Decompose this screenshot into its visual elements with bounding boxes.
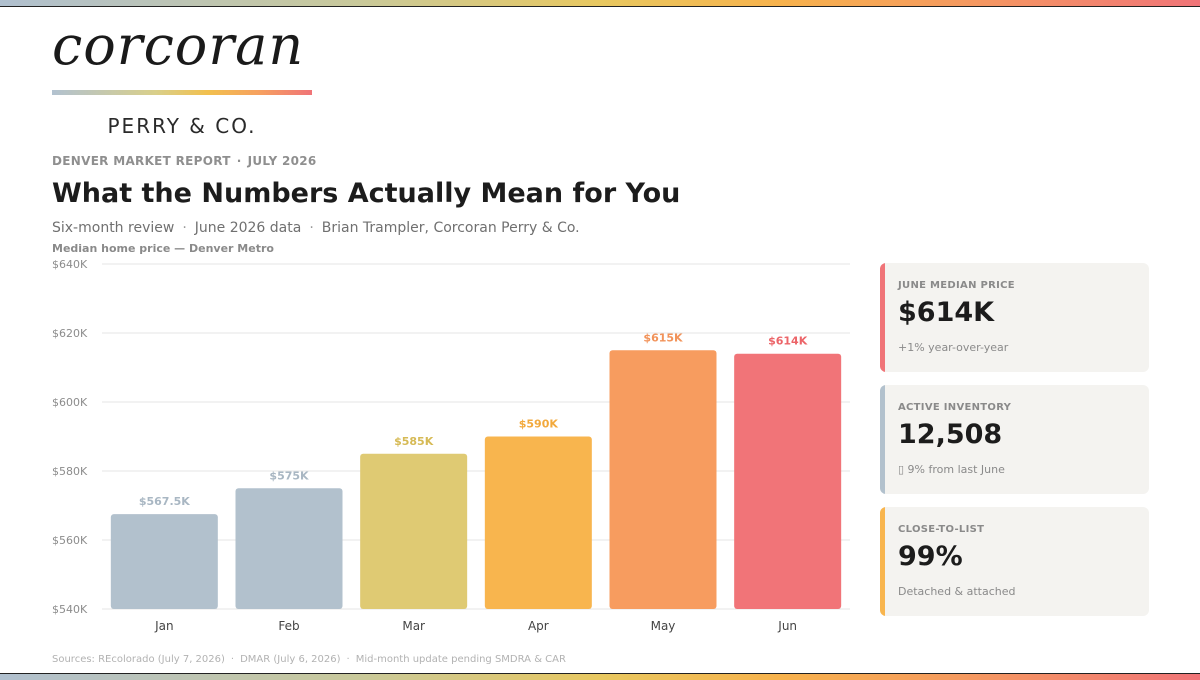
bar-apr <box>484 436 592 609</box>
subline-data: June 2026 data <box>194 220 302 236</box>
card-value: 12,508 <box>898 419 1003 450</box>
y-tick-label: $560K <box>52 534 88 547</box>
card-label: ACTIVE INVENTORY <box>898 402 1012 413</box>
x-tick-label: Mar <box>402 619 425 633</box>
x-tick-label: Jun <box>777 619 797 633</box>
source-dmar: DMAR (July 6, 2026) <box>240 654 341 665</box>
chart-title: Median home price — Denver Metro <box>52 242 274 255</box>
card-value: $614K <box>898 297 995 328</box>
x-tick-label: Jan <box>154 619 174 633</box>
y-tick-label: $580K <box>52 465 88 478</box>
card-value: 99% <box>898 541 963 572</box>
bar-jan <box>110 514 218 609</box>
brand-wordmark: corcoran <box>52 14 305 77</box>
subline-author: Brian Trampler, Corcoran Perry & Co. <box>321 220 580 236</box>
source-recolorado: Sources: REcolorado (July 7, 2026) <box>52 654 225 665</box>
x-tick-label: Feb <box>278 619 299 633</box>
top-gradient-band <box>0 0 1200 6</box>
card-accent <box>880 263 885 372</box>
bottom-gradient-band <box>0 674 1200 680</box>
data-label: $567.5K <box>139 495 190 508</box>
card-close-to-list: CLOSE-TO-LIST 99% Detached & attached <box>880 507 1149 616</box>
data-label: $615K <box>643 331 683 344</box>
y-tick-label: $620K <box>52 327 88 340</box>
card-accent <box>880 507 885 616</box>
report-subline: Six-month review · June 2026 data · Brian Tr… <box>52 220 580 236</box>
y-tick-label: $540K <box>52 603 88 616</box>
source-pending: Mid-month update pending SMDRA & CAR <box>355 654 566 665</box>
median-price-bar-chart: $540K $560K $580K $600K $620K $640K $567.5K Jan… <box>52 258 850 633</box>
card-active-inventory: ACTIVE INVENTORY 12,508 ▯ 9% from last J… <box>880 385 1149 494</box>
y-tick-label: $640K <box>52 258 88 271</box>
x-tick-label: Apr <box>528 619 549 633</box>
card-label: CLOSE-TO-LIST <box>898 524 985 535</box>
card-accent <box>880 385 885 494</box>
report-eyebrow: DENVER MARKET REPORT · JULY 2026 <box>52 154 317 168</box>
data-label: $585K <box>394 435 434 448</box>
brand-subtitle: PERRY & CO. <box>107 114 257 138</box>
subline-review: Six-month review <box>52 220 175 236</box>
data-label: $590K <box>519 418 559 431</box>
data-label: $614K <box>768 335 808 348</box>
card-note: Detached & attached <box>898 585 1016 598</box>
brand-gradient-bar <box>52 90 312 95</box>
eyebrow-report-name: DENVER MARKET REPORT <box>52 154 231 168</box>
card-june-median-price: JUNE MEDIAN PRICE $614K +1% year-over-ye… <box>880 263 1149 372</box>
page-frame <box>0 6 1200 674</box>
card-note: ▯ 9% from last June <box>898 463 1005 476</box>
data-label: $575K <box>269 469 309 482</box>
sources-footnote: Sources: REcolorado (July 7, 2026) · DMAR … <box>52 654 566 665</box>
card-note: +1% year-over-year <box>898 341 1009 354</box>
x-tick-label: May <box>651 619 676 633</box>
y-tick-label: $600K <box>52 396 88 409</box>
card-label: JUNE MEDIAN PRICE <box>898 280 1015 291</box>
bar-feb <box>235 488 343 609</box>
eyebrow-report-date: JULY 2026 <box>247 154 317 168</box>
bar-jun <box>734 353 842 609</box>
bar-may <box>609 350 717 609</box>
bar-mar <box>360 453 468 609</box>
page-title: What the Numbers Actually Mean for You <box>52 178 681 209</box>
